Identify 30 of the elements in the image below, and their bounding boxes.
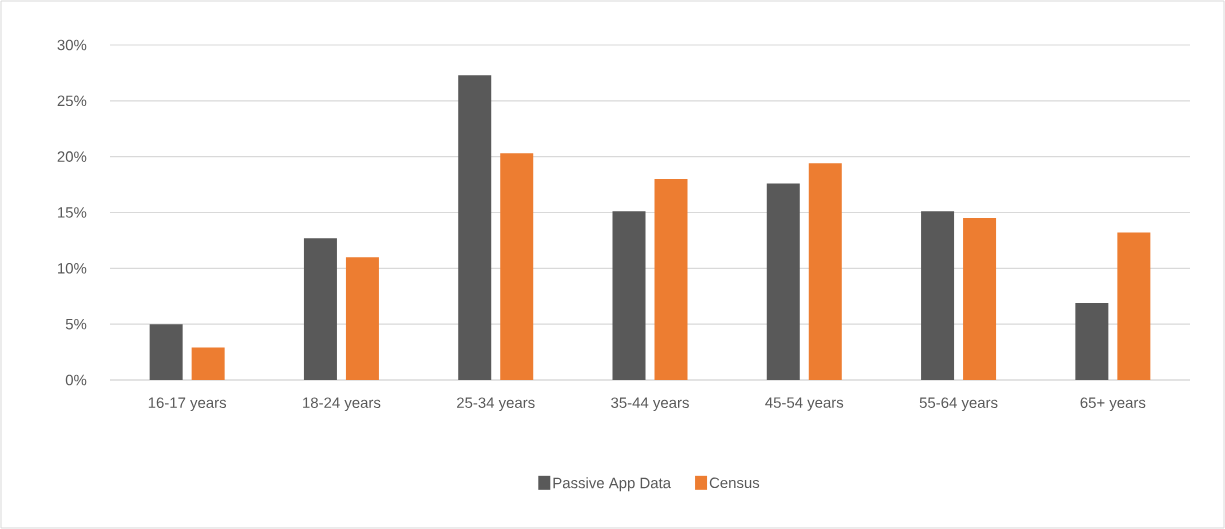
- bar: [303, 238, 337, 380]
- y-tick-label: 0%: [65, 374, 87, 386]
- y-tick-label: 20%: [57, 151, 87, 162]
- x-tick-label: 45-54 years: [765, 397, 844, 411]
- bar: [191, 347, 225, 380]
- bar: [654, 178, 688, 380]
- bar: [345, 257, 379, 380]
- y-tick-label: 25%: [57, 95, 87, 107]
- x-tick-label: 65+ years: [1080, 397, 1146, 411]
- x-tick-label: 25-34 years: [457, 397, 535, 411]
- bar: [1075, 302, 1109, 380]
- y-tick-label: 30%: [57, 39, 87, 51]
- bar: [612, 211, 646, 380]
- x-tick-label: 16-17 years: [148, 397, 227, 411]
- y-tick-label: 15%: [58, 207, 87, 218]
- legend-label: Passive App Data: [553, 477, 672, 492]
- bar: [808, 163, 842, 380]
- y-tick-label: 10%: [58, 263, 87, 274]
- bar: [149, 324, 183, 380]
- x-tick-label: 55-64 years: [919, 397, 998, 411]
- bar: [963, 218, 997, 380]
- bar: [921, 211, 955, 380]
- y-tick-label: 5%: [65, 318, 87, 330]
- x-tick-label: 18-24 years: [303, 397, 381, 411]
- bar: [1117, 232, 1151, 380]
- bar: [500, 153, 534, 380]
- bar: [766, 183, 800, 380]
- legend-label: Census: [709, 477, 760, 489]
- x-tick-label: 35-44 years: [611, 397, 689, 411]
- bar: [458, 75, 492, 380]
